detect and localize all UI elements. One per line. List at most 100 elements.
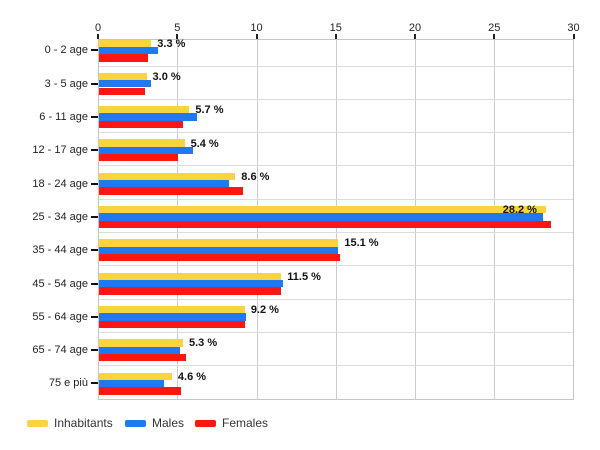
bar-males-1[interactable]: [99, 80, 152, 88]
x-axis-tick: [414, 34, 416, 39]
data-label: 5.4 %: [190, 137, 219, 150]
data-label: 8.6 %: [241, 170, 270, 183]
bar-inhabitants-1[interactable]: [99, 72, 147, 81]
x-axis-tick-label: 15: [329, 22, 342, 34]
horizontal-gridline: [99, 165, 573, 167]
x-axis-tick: [97, 34, 99, 39]
horizontal-gridline: [99, 232, 573, 233]
bar-inhabitants-6[interactable]: [99, 239, 339, 247]
category-tick: [91, 82, 98, 85]
bar-inhabitants-10[interactable]: [99, 372, 172, 380]
data-label: 4.6 %: [177, 370, 207, 383]
bar-males-3[interactable]: [99, 146, 193, 155]
category-label: 12 - 17 age: [32, 144, 88, 157]
bar-females-9[interactable]: [99, 353, 187, 362]
x-axis-tick-label: 25: [488, 22, 501, 34]
legend-item-males[interactable]: Males: [125, 416, 184, 430]
bar-females-0[interactable]: [99, 54, 149, 62]
horizontal-gridline: [99, 198, 573, 200]
category-tick: [91, 382, 98, 385]
legend-swatch-females: [195, 419, 216, 427]
category-tick: [91, 282, 98, 285]
bar-females-2[interactable]: [99, 120, 183, 129]
bar-males-9[interactable]: [99, 346, 180, 354]
bar-females-8[interactable]: [99, 320, 245, 328]
data-label: 5.7 %: [195, 104, 224, 117]
bar-females-6[interactable]: [99, 254, 340, 262]
data-label: 28.2 %: [502, 204, 537, 217]
data-label: 11.5 %: [287, 270, 321, 283]
bar-males-8[interactable]: [99, 313, 247, 321]
bar-females-10[interactable]: [99, 387, 182, 395]
category-label: 25 - 34 age: [32, 210, 88, 223]
bar-males-4[interactable]: [99, 180, 229, 188]
x-axis-tick: [572, 34, 575, 39]
data-label: 9.2 %: [250, 304, 279, 317]
category-label: 65 - 74 age: [32, 344, 88, 357]
bar-males-2[interactable]: [99, 113, 198, 121]
bar-inhabitants-0[interactable]: [99, 39, 152, 47]
category-label: 45 - 54 age: [32, 277, 88, 290]
bar-males-5[interactable]: [99, 213, 543, 221]
category-tick: [91, 249, 98, 252]
bar-males-6[interactable]: [99, 246, 339, 254]
category-tick: [91, 315, 98, 318]
x-axis-tick-label: 5: [174, 22, 181, 34]
category-tick: [91, 215, 98, 218]
legend-item-inhabitants[interactable]: Inhabitants: [27, 416, 113, 430]
bar-inhabitants-2[interactable]: [99, 106, 190, 114]
category-label: 55 - 64 age: [32, 310, 88, 323]
bar-females-3[interactable]: [99, 154, 179, 162]
x-axis-tick: [334, 34, 337, 39]
bar-males-7[interactable]: [99, 279, 283, 288]
category-label: 6 - 11 age: [39, 111, 88, 124]
bar-inhabitants-3[interactable]: [99, 139, 185, 147]
data-label: 3.3 %: [157, 37, 186, 50]
x-axis-tick-label: 10: [250, 22, 263, 34]
bar-inhabitants-9[interactable]: [99, 339, 183, 347]
legend-swatch-males: [125, 419, 146, 427]
bar-females-7[interactable]: [99, 287, 282, 295]
x-axis-tick: [493, 34, 496, 39]
legend-label: Females: [222, 416, 269, 430]
legend-label: Males: [152, 416, 185, 430]
legend-label: Inhabitants: [54, 416, 113, 430]
horizontal-gridline: [99, 98, 573, 100]
bar-inhabitants-7[interactable]: [99, 272, 282, 280]
category-label: 18 - 24 age: [32, 177, 88, 190]
category-tick: [91, 149, 98, 152]
x-axis-tick-label: 30: [567, 22, 580, 34]
legend-item-females[interactable]: Females: [195, 416, 268, 430]
category-tick: [91, 349, 98, 352]
data-label: 15.1 %: [344, 237, 379, 250]
horizontal-gridline: [99, 132, 573, 134]
bar-females-4[interactable]: [99, 187, 244, 195]
category-tick: [91, 182, 98, 185]
data-label: 5.3 %: [189, 337, 218, 350]
category-tick: [91, 116, 98, 119]
bar-females-5[interactable]: [99, 220, 551, 229]
bar-inhabitants-8[interactable]: [99, 305, 245, 314]
data-label: 3.0 %: [152, 70, 181, 83]
category-label: 75 e più: [48, 377, 88, 390]
legend-swatch-inhabitants: [27, 419, 48, 427]
horizontal-gridline: [99, 331, 573, 333]
horizontal-gridline: [99, 65, 573, 67]
x-axis-tick: [176, 34, 179, 39]
x-axis-tick-label: 0: [94, 22, 102, 34]
horizontal-gridline: [99, 265, 573, 267]
x-axis-tick: [255, 34, 258, 39]
x-axis-tick-label: 20: [408, 22, 422, 34]
bar-inhabitants-5[interactable]: [99, 206, 546, 214]
category-label: 3 - 5 age: [44, 77, 88, 90]
category-label: 35 - 44 age: [32, 244, 88, 257]
bar-females-1[interactable]: [99, 87, 145, 95]
bar-inhabitants-4[interactable]: [99, 172, 236, 181]
category-tick: [91, 49, 98, 52]
bar-males-10[interactable]: [99, 379, 164, 388]
bar-males-0[interactable]: [99, 46, 158, 55]
horizontal-gridline: [99, 365, 573, 367]
category-label: 0 - 2 age: [44, 44, 88, 57]
horizontal-gridline: [99, 298, 573, 300]
